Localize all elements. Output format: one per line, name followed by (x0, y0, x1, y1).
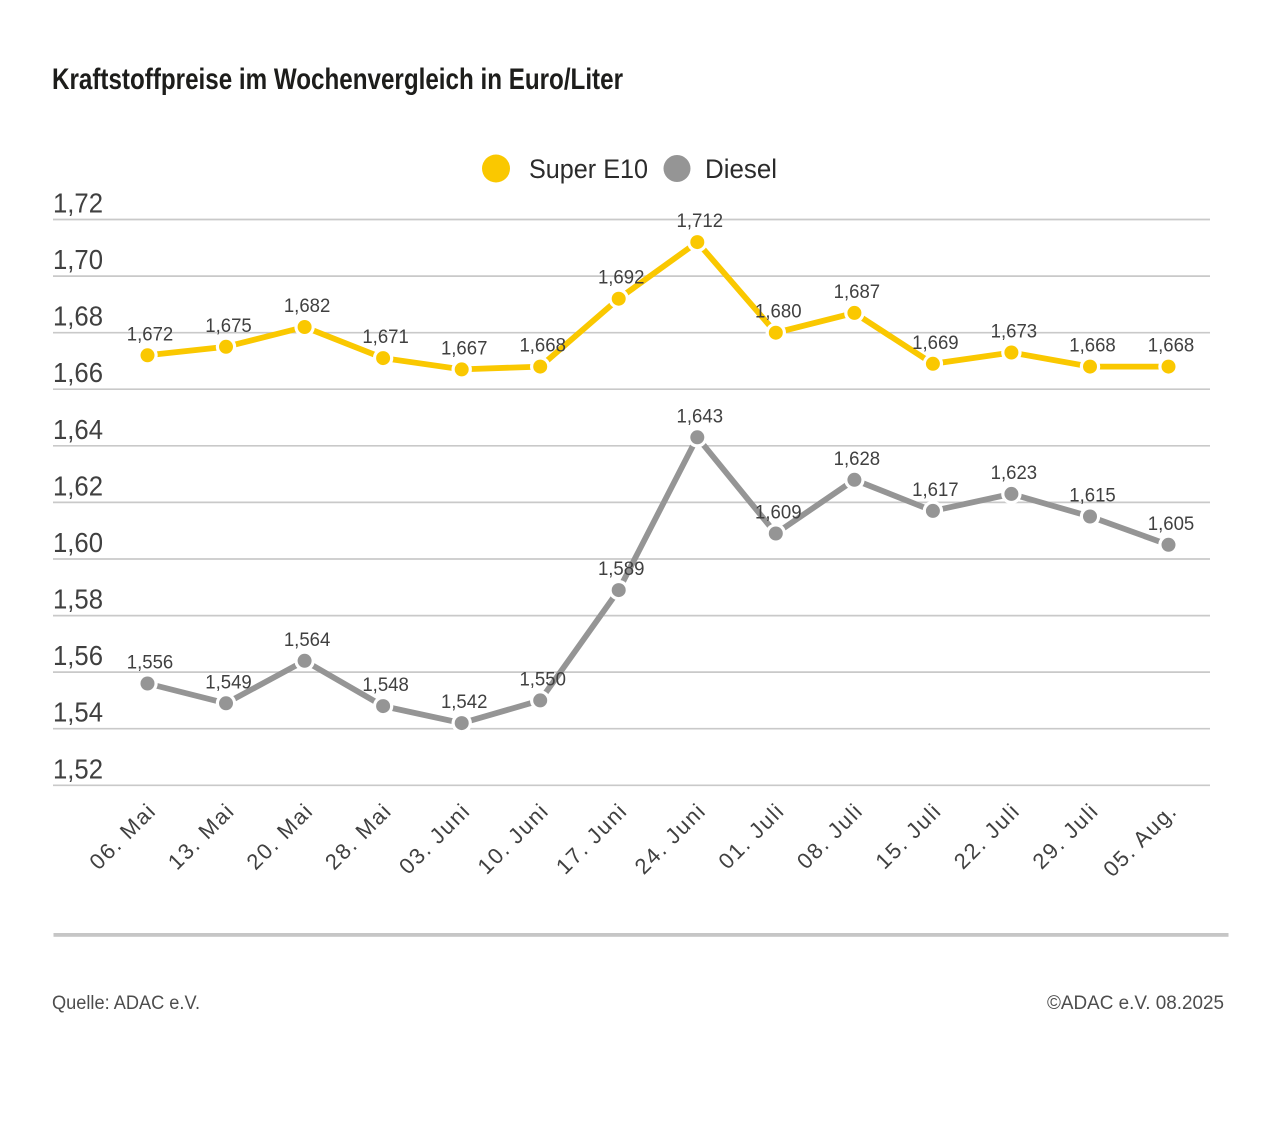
svg-text:1,60: 1,60 (53, 527, 103, 558)
svg-text:1,548: 1,548 (362, 674, 409, 696)
svg-text:1,671: 1,671 (362, 326, 409, 348)
svg-text:1,617: 1,617 (912, 479, 959, 501)
svg-text:1,72: 1,72 (53, 188, 103, 219)
svg-text:1,549: 1,549 (205, 671, 252, 693)
svg-text:1,564: 1,564 (284, 629, 331, 651)
svg-text:1,669: 1,669 (912, 332, 959, 354)
svg-text:1,675: 1,675 (205, 315, 252, 337)
svg-text:1,52: 1,52 (53, 753, 103, 784)
svg-text:1,64: 1,64 (53, 414, 103, 445)
svg-text:1,692: 1,692 (598, 267, 645, 289)
svg-text:1,609: 1,609 (755, 502, 802, 524)
svg-text:1,589: 1,589 (598, 558, 645, 580)
svg-text:1,668: 1,668 (1148, 335, 1195, 357)
svg-text:1,556: 1,556 (127, 652, 174, 674)
svg-text:Super E10: Super E10 (529, 154, 648, 184)
svg-text:1,542: 1,542 (441, 691, 488, 713)
svg-text:1,712: 1,712 (677, 210, 724, 232)
svg-text:Quelle: ADAC e.V.: Quelle: ADAC e.V. (52, 992, 200, 1014)
svg-text:1,687: 1,687 (834, 281, 881, 303)
svg-text:1,56: 1,56 (53, 640, 103, 671)
svg-text:1,643: 1,643 (677, 405, 724, 427)
svg-text:©ADAC e.V. 08.2025: ©ADAC e.V. 08.2025 (1047, 992, 1224, 1014)
svg-text:1,668: 1,668 (519, 335, 566, 357)
svg-text:Kraftstoffpreise im Wochenverg: Kraftstoffpreise im Wochenvergleich in E… (52, 63, 623, 96)
svg-text:1,667: 1,667 (441, 337, 488, 359)
svg-text:1,605: 1,605 (1148, 513, 1195, 535)
svg-text:1,672: 1,672 (127, 323, 174, 345)
svg-text:1,668: 1,668 (1069, 335, 1116, 357)
svg-text:1,70: 1,70 (53, 244, 103, 275)
svg-text:1,550: 1,550 (519, 668, 566, 690)
svg-text:1,66: 1,66 (53, 357, 103, 388)
svg-text:1,682: 1,682 (284, 295, 331, 317)
svg-text:1,62: 1,62 (53, 470, 103, 501)
svg-text:1,58: 1,58 (53, 584, 103, 615)
svg-text:1,680: 1,680 (755, 301, 802, 323)
svg-text:1,623: 1,623 (991, 462, 1038, 484)
svg-text:1,673: 1,673 (991, 321, 1038, 343)
svg-text:Diesel: Diesel (705, 154, 777, 184)
svg-text:1,68: 1,68 (53, 301, 103, 332)
svg-text:1,54: 1,54 (53, 697, 103, 728)
svg-text:1,628: 1,628 (834, 448, 881, 470)
svg-text:1,615: 1,615 (1069, 485, 1116, 507)
